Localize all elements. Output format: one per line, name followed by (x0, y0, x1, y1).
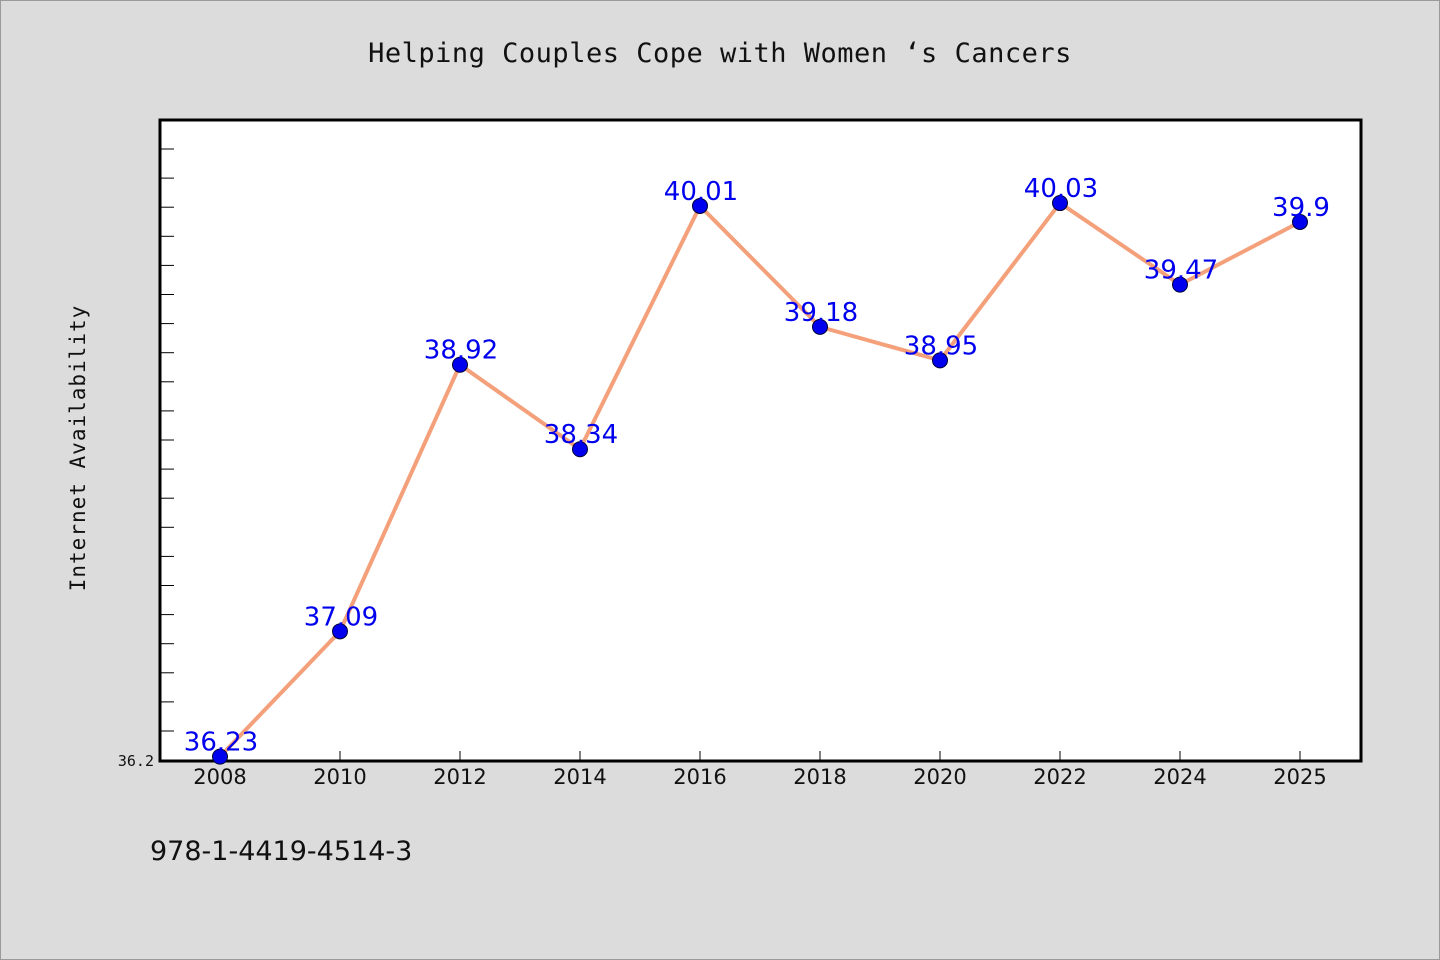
data-label: 38.95 (904, 331, 978, 361)
x-tick-label: 2025 (1273, 765, 1326, 789)
x-tick-label: 2018 (793, 765, 846, 789)
data-point (1052, 195, 1068, 212)
data-labels: 36.23 37.09 38.92 38.34 40.01 39.18 38.95 40.03… (184, 174, 1330, 758)
data-label: 36.23 (184, 728, 258, 758)
data-point (572, 441, 588, 458)
x-tick-label: 2024 (1153, 765, 1206, 789)
data-label: 39.18 (784, 298, 858, 328)
data-label: 40.03 (1024, 174, 1098, 204)
data-point (812, 318, 828, 335)
y-tick-label: 36.2 (118, 752, 154, 770)
data-point (692, 197, 708, 214)
x-tick-label: 2012 (433, 765, 486, 789)
data-label: 40.01 (664, 177, 738, 207)
series-line (218, 201, 1302, 759)
x-axis-ticks: 2008 2010 2012 2014 2016 2018 2020 2022 2024 2025 (193, 751, 1327, 789)
data-point (212, 748, 228, 765)
plot-area (158, 118, 1363, 763)
y-axis-ticks: 36.2 (118, 148, 174, 770)
data-markers (212, 195, 1308, 765)
data-label: 39.9 (1272, 193, 1330, 223)
x-tick-label: 2010 (313, 765, 366, 789)
data-label: 38.92 (424, 336, 498, 366)
x-tick-label: 2016 (673, 765, 726, 789)
isbn-text: 978-1-4419-4514-3 (150, 836, 413, 867)
data-label: 39.47 (1144, 256, 1218, 286)
x-tick-label: 2020 (913, 765, 966, 789)
data-point (332, 623, 348, 640)
data-point (1292, 213, 1308, 230)
data-label: 38.34 (544, 420, 618, 450)
x-tick-label: 2022 (1033, 765, 1086, 789)
data-point (932, 352, 948, 369)
chart-title: Helping Couples Cope with Women ‘s Cance… (368, 38, 1072, 69)
x-tick-label: 2008 (193, 765, 246, 789)
data-label: 37.09 (304, 602, 378, 632)
data-point (1172, 276, 1188, 293)
x-tick-label: 2014 (553, 765, 606, 789)
data-point (452, 356, 468, 373)
